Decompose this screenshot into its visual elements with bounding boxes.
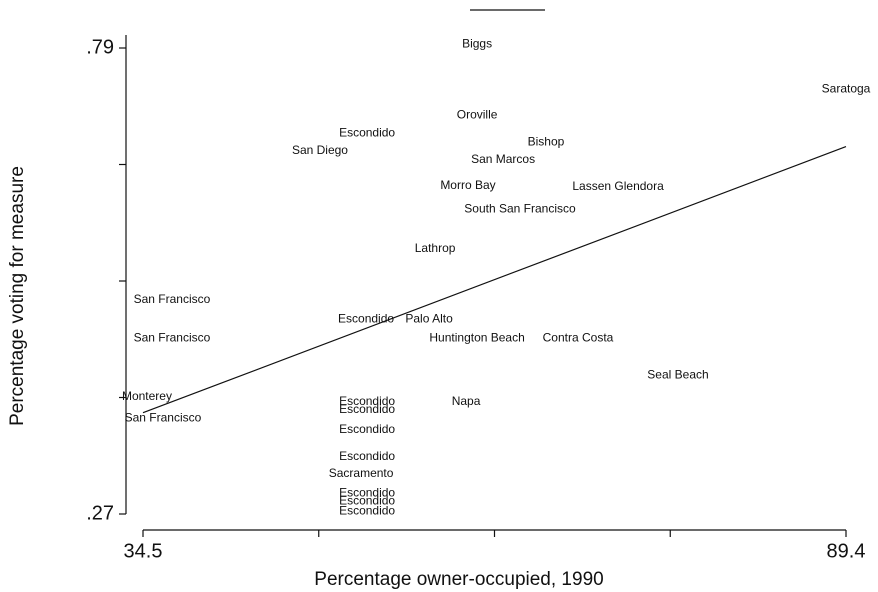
- y-axis-title: Percentage voting for measure: [7, 166, 28, 426]
- point-label: Escondido: [339, 503, 395, 517]
- point-label: San Francisco: [134, 331, 211, 345]
- point-label: San Francisco: [134, 292, 211, 306]
- point-label: San Marcos: [471, 152, 535, 166]
- point-label: Monterey: [122, 389, 172, 403]
- point-label: Seal Beach: [647, 367, 708, 381]
- point-label: San Diego: [292, 143, 348, 157]
- point-label: Escondido: [339, 494, 395, 508]
- y-tick-label: .79: [86, 36, 114, 58]
- fit-line: [142, 146, 847, 414]
- point-label: Escondido: [338, 312, 394, 326]
- point-label: Escondido: [339, 486, 395, 500]
- x-tick-label: 34.5: [124, 540, 163, 562]
- point-label: Escondido: [339, 125, 395, 139]
- point-label: Huntington Beach: [429, 331, 524, 345]
- point-label: Oroville: [457, 107, 498, 121]
- point-label: Sacramento: [329, 466, 394, 480]
- point-label: Lathrop: [415, 241, 456, 255]
- point-label: Biggs: [462, 37, 492, 51]
- point-label: Saratoga: [822, 81, 871, 95]
- point-label: Escondido: [339, 402, 395, 416]
- point-label: Escondido: [339, 422, 395, 436]
- point-label: Palo Alto: [405, 312, 453, 326]
- point-label: Escondido: [339, 449, 395, 463]
- y-tick-label: .27: [86, 502, 114, 524]
- x-axis-title: Percentage owner-occupied, 1990: [314, 569, 603, 590]
- point-label: Bishop: [528, 134, 565, 148]
- point-label: South San Francisco: [464, 201, 576, 215]
- point-label: Escondido: [339, 394, 395, 408]
- point-label: Napa: [452, 394, 481, 408]
- point-label: Contra Costa: [543, 331, 614, 345]
- point-label: Lassen Glendora: [572, 179, 664, 193]
- point-label: Morro Bay: [440, 178, 495, 192]
- point-label: San Francisco: [125, 410, 202, 424]
- x-tick-label: 89.4: [827, 540, 866, 562]
